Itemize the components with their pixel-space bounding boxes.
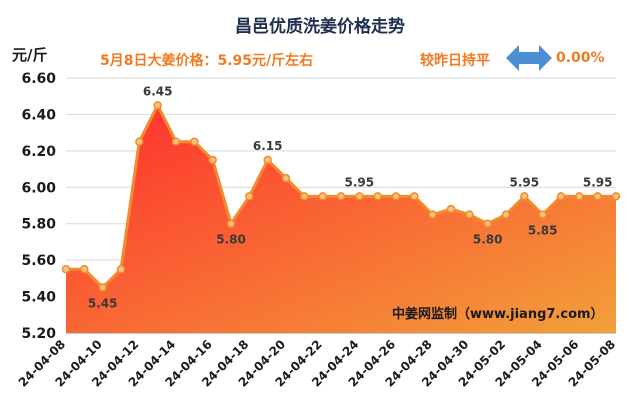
data-point	[611, 192, 621, 201]
y-tick-label: 5.40	[21, 290, 56, 306]
data-point	[593, 192, 602, 201]
data-label: 5.85	[528, 224, 558, 238]
compare-note: 较昨日持平	[420, 53, 490, 69]
data-point	[446, 204, 456, 214]
watermark: 中姜网监制（www.jiang7.com）	[392, 306, 604, 322]
data-label: 5.80	[216, 233, 246, 247]
data-label: 6.45	[143, 84, 173, 98]
price-area	[66, 105, 616, 333]
data-label: 5.45	[88, 296, 118, 310]
data-point	[318, 192, 327, 201]
data-point	[410, 192, 419, 201]
data-point	[465, 210, 474, 219]
y-tick-label: 6.20	[21, 144, 56, 160]
y-axis-ticks: 5.20 5.40 5.60 5.80 6.00 6.20 6.40 6.60	[21, 71, 56, 342]
data-point	[428, 210, 437, 219]
data-point	[208, 155, 217, 165]
data-point	[61, 265, 71, 274]
data-point	[263, 155, 272, 165]
chart-title: 昌邑优质洗姜价格走势	[235, 17, 405, 37]
data-label: 5.95	[510, 175, 540, 189]
change-value: 0.00%	[556, 50, 605, 66]
data-point	[116, 265, 126, 274]
data-point	[98, 283, 107, 292]
y-axis-unit: 元/斤	[12, 46, 48, 64]
data-point	[373, 192, 382, 201]
y-tick-label: 5.20	[21, 326, 56, 342]
y-tick-label: 6.00	[21, 180, 56, 196]
data-point	[226, 219, 236, 228]
data-point	[190, 137, 199, 146]
price-note: 5月8日大姜价格：5.95元/斤左右	[100, 53, 314, 69]
data-point	[153, 101, 162, 110]
data-point	[300, 192, 309, 201]
data-point	[135, 137, 144, 146]
data-point	[538, 210, 547, 219]
x-axis-ticks: 24-04-0824-04-1024-04-1224-04-1424-04-16…	[16, 337, 618, 389]
data-point	[355, 192, 364, 201]
data-label: 6.15	[253, 139, 283, 153]
data-point	[483, 219, 492, 228]
data-point	[520, 192, 529, 201]
data-point	[556, 192, 566, 201]
data-point	[245, 192, 254, 201]
data-labels: 5.45 6.45 5.80 6.15 5.95 5.80 5.95 5.85 5.95	[88, 84, 613, 310]
y-tick-label: 6.40	[21, 107, 56, 123]
data-label: 5.80	[473, 233, 503, 247]
data-points	[61, 101, 621, 292]
data-point	[336, 192, 346, 201]
data-point	[391, 192, 401, 201]
y-tick-label: 5.80	[21, 217, 56, 233]
data-point	[281, 173, 291, 183]
data-label: 5.95	[583, 175, 613, 189]
data-point	[501, 210, 511, 219]
data-label: 5.95	[345, 175, 375, 189]
data-point	[80, 265, 89, 274]
y-tick-label: 6.60	[21, 71, 56, 87]
data-point	[171, 137, 181, 146]
data-point	[575, 192, 584, 201]
left-right-arrow-icon	[506, 45, 552, 71]
y-tick-label: 5.60	[21, 253, 56, 269]
